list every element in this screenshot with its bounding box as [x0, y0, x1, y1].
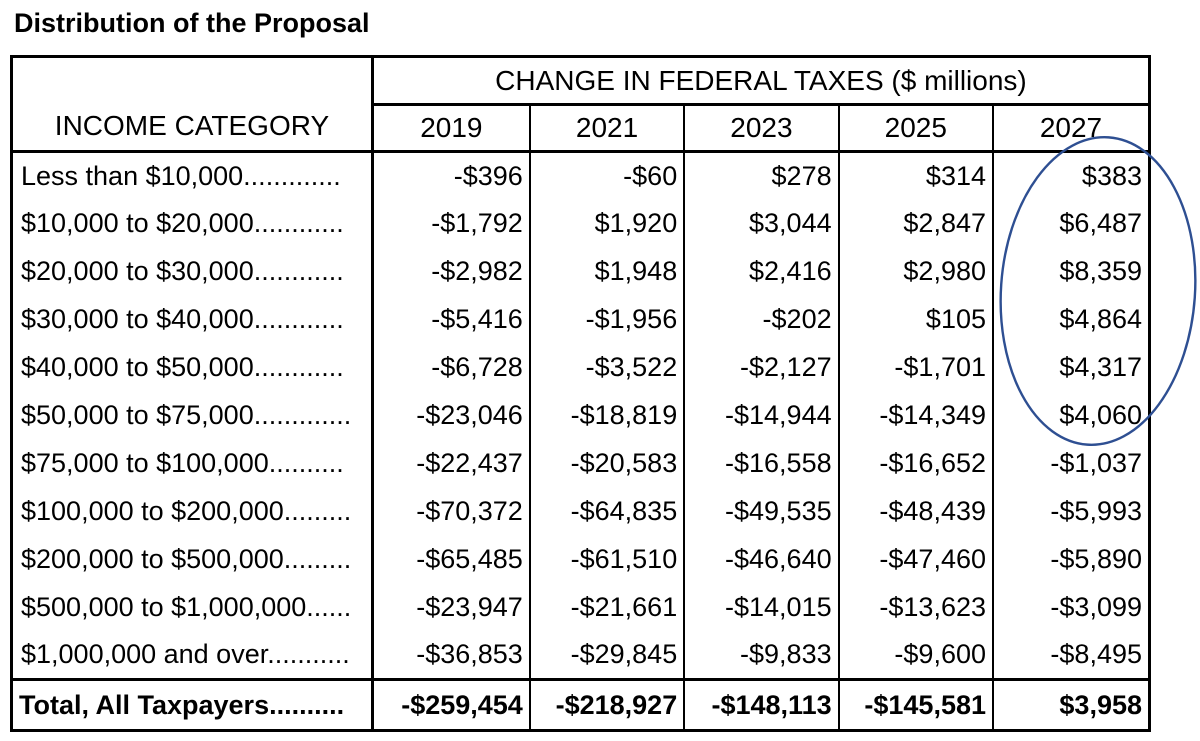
- value-cell: -$5,890: [992, 535, 1150, 584]
- income-category-cell: Less than $10,000.............: [11, 151, 374, 200]
- table-row: $50,000 to $75,000............. -$23,046-…: [11, 391, 1150, 440]
- value-cell: -$22,437: [371, 439, 530, 488]
- change-in-federal-taxes-header: CHANGE IN FEDERAL TAXES ($ millions): [372, 56, 1150, 106]
- value-cell: -$49,535: [683, 487, 839, 536]
- value-cell: -$5,993: [992, 487, 1150, 536]
- total-label-cell: Total, All Taxpayers..........: [11, 678, 374, 731]
- year-header-2025: 2025: [837, 104, 993, 153]
- total-value-cell: -$259,454: [371, 678, 530, 731]
- table-row: $10,000 to $20,000............ -$1,792 $1,…: [11, 199, 1150, 248]
- value-cell: $1,948: [528, 247, 685, 296]
- value-cell: -$16,558: [683, 439, 839, 488]
- value-cell: $8,359: [992, 247, 1150, 296]
- income-category-cell: $30,000 to $40,000............: [11, 295, 374, 344]
- value-cell: -$14,944: [683, 391, 839, 440]
- total-value-cell: -$145,581: [837, 678, 993, 731]
- value-cell: -$14,015: [683, 583, 839, 632]
- table-header: INCOME CATEGORY CHANGE IN FEDERAL TAXES …: [11, 56, 1150, 153]
- total-row: Total, All Taxpayers.......... -$259,454…: [11, 678, 1150, 731]
- value-cell: -$3,522: [528, 343, 685, 392]
- table-row: $100,000 to $200,000......... -$70,372 -$6…: [11, 487, 1150, 536]
- value-cell: -$9,600: [837, 631, 993, 680]
- table-body: Less than $10,000............. -$396 -$60 $…: [11, 151, 1150, 680]
- value-cell: -$8,495: [992, 631, 1150, 680]
- value-cell: -$48,439: [837, 487, 993, 536]
- table-row: $40,000 to $50,000............ -$6,728 -$3…: [11, 343, 1150, 392]
- total-value-cell: -$218,927: [528, 678, 685, 731]
- value-cell: -$64,835: [528, 487, 685, 536]
- value-cell: -$2,982: [371, 247, 530, 296]
- value-cell: -$21,661: [528, 583, 685, 632]
- distribution-table: INCOME CATEGORY CHANGE IN FEDERAL TAXES …: [10, 55, 1151, 732]
- value-cell: $1,920: [528, 199, 685, 248]
- value-cell: -$61,510: [528, 535, 685, 584]
- income-category-cell: $40,000 to $50,000............: [11, 343, 374, 392]
- value-cell: -$20,583: [528, 439, 685, 488]
- value-cell: $383: [992, 151, 1150, 200]
- value-cell: -$23,046: [371, 391, 530, 440]
- value-cell: -$5,416: [371, 295, 530, 344]
- income-category-cell: $1,000,000 and over...........: [11, 631, 374, 680]
- total-value-cell: $3,958: [992, 678, 1150, 731]
- value-cell: -$396: [371, 151, 530, 200]
- value-cell: -$1,701: [837, 343, 993, 392]
- table-row: $500,000 to $1,000,000...... -$23,947 -$21…: [11, 583, 1150, 632]
- value-cell: -$36,853: [371, 631, 530, 680]
- year-header-2021: 2021: [528, 104, 685, 153]
- year-header-2023: 2023: [683, 104, 839, 153]
- value-cell: $4,060: [992, 391, 1150, 440]
- value-cell: -$3,099: [992, 583, 1150, 632]
- year-header-2019: 2019: [371, 104, 530, 153]
- table-row: $30,000 to $40,000............ -$5,416 -$1…: [11, 295, 1150, 344]
- value-cell: -$60: [528, 151, 685, 200]
- value-cell: -$1,792: [371, 199, 530, 248]
- value-cell: -$46,640: [683, 535, 839, 584]
- value-cell: $6,487: [992, 199, 1150, 248]
- income-category-cell: $100,000 to $200,000.........: [11, 487, 374, 536]
- value-cell: $2,416: [683, 247, 839, 296]
- value-cell: -$6,728: [371, 343, 530, 392]
- value-cell: $2,847: [837, 199, 993, 248]
- total-value-cell: -$148,113: [683, 678, 839, 731]
- value-cell: -$1,956: [528, 295, 685, 344]
- year-header-2027: 2027: [992, 104, 1150, 153]
- income-category-cell: $500,000 to $1,000,000......: [11, 583, 374, 632]
- value-cell: -$47,460: [837, 535, 993, 584]
- table-footer: Total, All Taxpayers.......... -$259,454…: [11, 678, 1150, 731]
- table-row: $1,000,000 and over........... -$36,853 -$…: [11, 631, 1150, 680]
- value-cell: -$16,652: [837, 439, 993, 488]
- value-cell: $278: [683, 151, 839, 200]
- table-row: $20,000 to $30,000............ -$2,982 $1,…: [11, 247, 1150, 296]
- value-cell: -$18,819: [528, 391, 685, 440]
- value-cell: -$70,372: [371, 487, 530, 536]
- income-category-cell: $10,000 to $20,000............: [11, 199, 374, 248]
- value-cell: $2,980: [837, 247, 993, 296]
- table-row: Less than $10,000............. -$396 -$60 $…: [11, 151, 1150, 200]
- value-cell: -$65,485: [371, 535, 530, 584]
- value-cell: -$9,833: [683, 631, 839, 680]
- value-cell: -$1,037: [992, 439, 1150, 488]
- value-cell: $4,317: [992, 343, 1150, 392]
- table-row: $200,000 to $500,000......... -$65,485 -$6…: [11, 535, 1150, 584]
- value-cell: -$202: [683, 295, 839, 344]
- income-category-cell: $50,000 to $75,000.............: [11, 391, 374, 440]
- table-row: $75,000 to $100,000.......... -$22,437 -$2…: [11, 439, 1150, 488]
- income-category-cell: $75,000 to $100,000..........: [11, 439, 374, 488]
- value-cell: $105: [837, 295, 993, 344]
- value-cell: -$2,127: [683, 343, 839, 392]
- value-cell: $314: [837, 151, 993, 200]
- value-cell: $3,044: [683, 199, 839, 248]
- page-title: Distribution of the Proposal: [14, 8, 370, 38]
- income-category-cell: $20,000 to $30,000............: [11, 247, 374, 296]
- income-category-cell: $200,000 to $500,000.........: [11, 535, 374, 584]
- value-cell: -$23,947: [371, 583, 530, 632]
- income-category-header: INCOME CATEGORY: [11, 56, 374, 153]
- value-cell: -$14,349: [837, 391, 993, 440]
- value-cell: -$29,845: [528, 631, 685, 680]
- value-cell: -$13,623: [837, 583, 993, 632]
- value-cell: $4,864: [992, 295, 1150, 344]
